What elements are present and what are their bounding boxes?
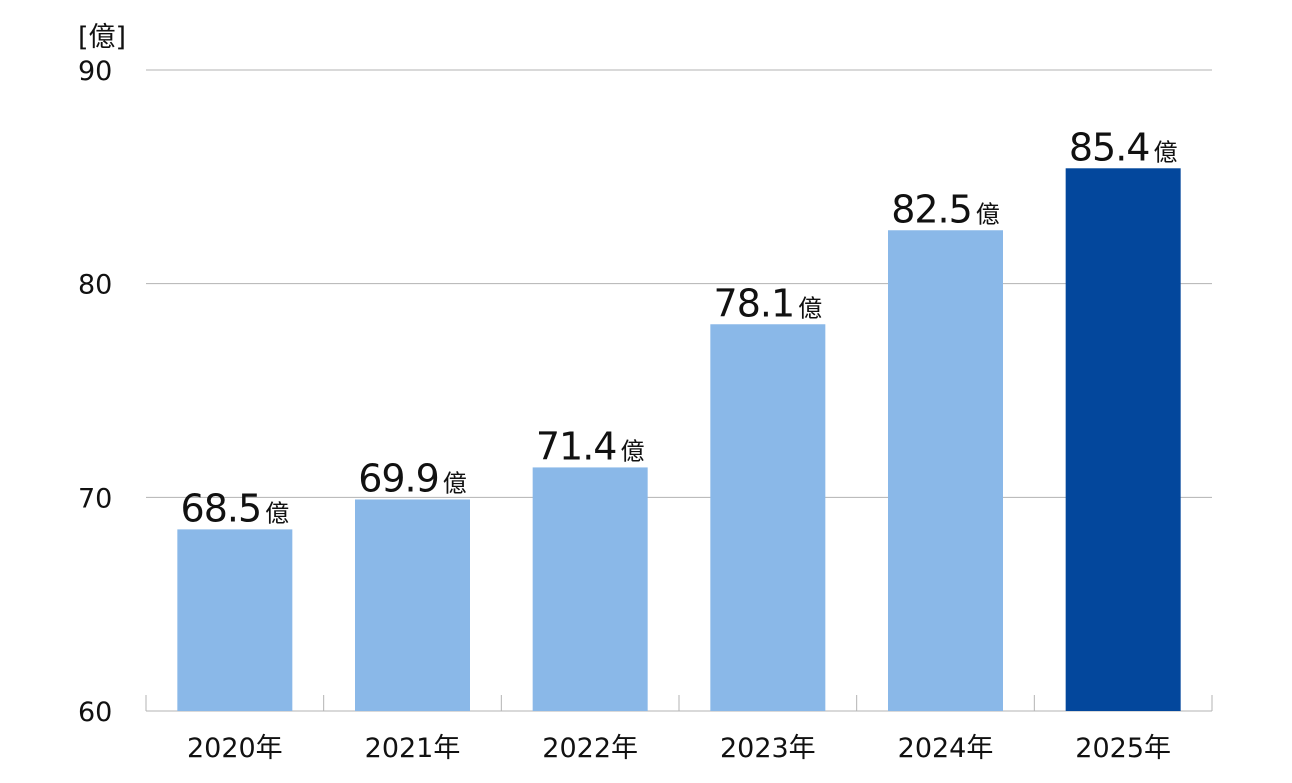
bar-2023年 xyxy=(710,324,826,711)
value-label: 78.1 億 xyxy=(714,281,823,325)
y-tick-label: 90 xyxy=(78,56,112,87)
x-tick-label: 2023年 xyxy=(720,733,816,764)
value-label: 68.5 億 xyxy=(181,486,290,530)
value-label: 71.4 億 xyxy=(536,424,645,468)
value-label: 85.4 億 xyxy=(1069,125,1178,169)
bars xyxy=(177,168,1181,711)
gridlines xyxy=(145,69,1213,712)
x-tick-labels: 2020年 2021年 2022年 2023年 2024年 2025年 xyxy=(187,733,1171,764)
value-label: 69.9 億 xyxy=(358,456,467,500)
y-tick-labels: 60 70 80 90 xyxy=(78,56,112,728)
x-tick-label: 2025年 xyxy=(1075,733,1171,764)
bar-2025年 xyxy=(1065,168,1181,711)
value-label: 82.5 億 xyxy=(891,187,1000,231)
bar-2022年 xyxy=(532,467,648,711)
y-axis-label: [億] xyxy=(78,22,126,53)
x-tick-label: 2022年 xyxy=(542,733,638,764)
x-tick-label: 2021年 xyxy=(365,733,461,764)
bar-2021年 xyxy=(355,499,470,711)
x-tick-label: 2020年 xyxy=(187,733,283,764)
bar-2020年 xyxy=(177,529,293,711)
y-tick-label: 80 xyxy=(78,270,112,301)
value-labels: 68.5 億 69.9 億 71.4 億 78.1 億 82.5 億 85.4 億 xyxy=(181,125,1178,530)
bar-2024年 xyxy=(888,230,1003,711)
y-tick-label: 60 xyxy=(78,697,112,728)
y-tick-label: 70 xyxy=(78,483,112,514)
x-tick-label: 2024年 xyxy=(898,733,994,764)
